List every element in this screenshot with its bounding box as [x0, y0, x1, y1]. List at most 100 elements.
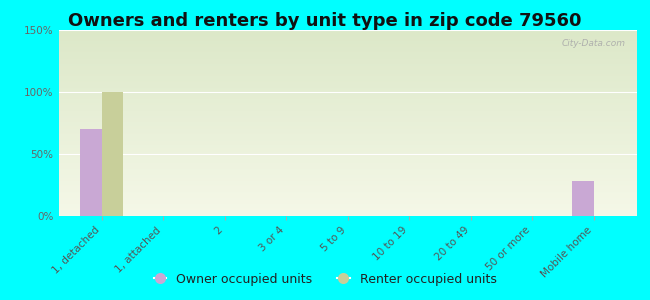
Bar [58, 78, 637, 79]
Bar [58, 202, 637, 203]
Bar [58, 97, 637, 98]
Bar [58, 172, 637, 173]
Bar [58, 130, 637, 131]
Bar [58, 171, 637, 172]
Bar [58, 145, 637, 146]
Bar [58, 208, 637, 209]
Bar [58, 129, 637, 130]
Bar [58, 152, 637, 153]
Bar [58, 84, 637, 85]
Bar [58, 54, 637, 55]
Bar [58, 60, 637, 61]
Bar [58, 198, 637, 199]
Bar [58, 184, 637, 185]
Bar [58, 167, 637, 168]
Bar [58, 31, 637, 32]
Bar [58, 37, 637, 38]
Bar [58, 205, 637, 206]
Bar [58, 82, 637, 83]
Bar [58, 61, 637, 63]
Bar [58, 34, 637, 36]
Bar [58, 80, 637, 81]
Bar [58, 47, 637, 48]
Bar [58, 162, 637, 163]
Bar [58, 149, 637, 150]
Bar [58, 179, 637, 180]
Bar [58, 92, 637, 93]
Bar [58, 209, 637, 210]
Bar [58, 45, 637, 46]
Bar [58, 196, 637, 197]
Bar [58, 158, 637, 159]
Bar [58, 160, 637, 161]
Bar [80, 129, 101, 216]
Bar [58, 169, 637, 170]
Bar [58, 173, 637, 174]
Bar [58, 68, 637, 69]
Bar [58, 119, 637, 120]
Bar [58, 204, 637, 205]
Legend: Owner occupied units, Renter occupied units: Owner occupied units, Renter occupied un… [148, 268, 502, 291]
Bar [58, 52, 637, 53]
Bar [58, 163, 637, 164]
Bar [58, 188, 637, 189]
Bar [58, 123, 637, 124]
Bar [58, 115, 637, 116]
Bar [58, 125, 637, 126]
Bar [58, 135, 637, 136]
Bar [58, 138, 637, 139]
Bar [58, 57, 637, 58]
Bar [58, 169, 637, 170]
Bar [58, 154, 637, 155]
Bar [58, 182, 637, 183]
Bar [58, 69, 637, 70]
Bar [58, 206, 637, 207]
Bar [58, 214, 637, 215]
Bar [58, 62, 637, 64]
Text: City-Data.com: City-Data.com [562, 39, 625, 48]
Bar [58, 212, 637, 213]
Bar [58, 33, 637, 34]
Bar [58, 148, 637, 149]
Bar [58, 77, 637, 78]
Bar [58, 67, 637, 68]
Bar [58, 133, 637, 134]
Bar [58, 137, 637, 138]
Bar [58, 142, 637, 143]
Bar [58, 58, 637, 59]
Bar [58, 94, 637, 95]
Bar [58, 211, 637, 212]
Bar [58, 53, 637, 54]
Bar [58, 186, 637, 187]
Bar [58, 194, 637, 195]
Bar [58, 121, 637, 122]
Bar [58, 147, 637, 148]
Bar [58, 120, 637, 121]
Bar [58, 81, 637, 82]
Bar [573, 181, 594, 216]
Bar [58, 49, 637, 50]
Bar [58, 87, 637, 88]
Bar [58, 64, 637, 65]
Bar [58, 32, 637, 33]
Bar [58, 151, 637, 152]
Bar [58, 117, 637, 118]
Bar [58, 70, 637, 71]
Bar [58, 96, 637, 97]
Bar [58, 174, 637, 175]
Bar [58, 168, 637, 169]
Bar [58, 150, 637, 151]
Bar [58, 153, 637, 154]
Bar [58, 103, 637, 104]
Bar [58, 79, 637, 80]
Bar [58, 126, 637, 127]
Bar [58, 166, 637, 167]
Bar [58, 83, 637, 84]
Bar [58, 187, 637, 188]
Bar [58, 122, 637, 123]
Bar [58, 41, 637, 42]
Bar [58, 199, 637, 200]
Bar [58, 46, 637, 47]
Bar [58, 100, 637, 101]
Bar [58, 157, 637, 158]
